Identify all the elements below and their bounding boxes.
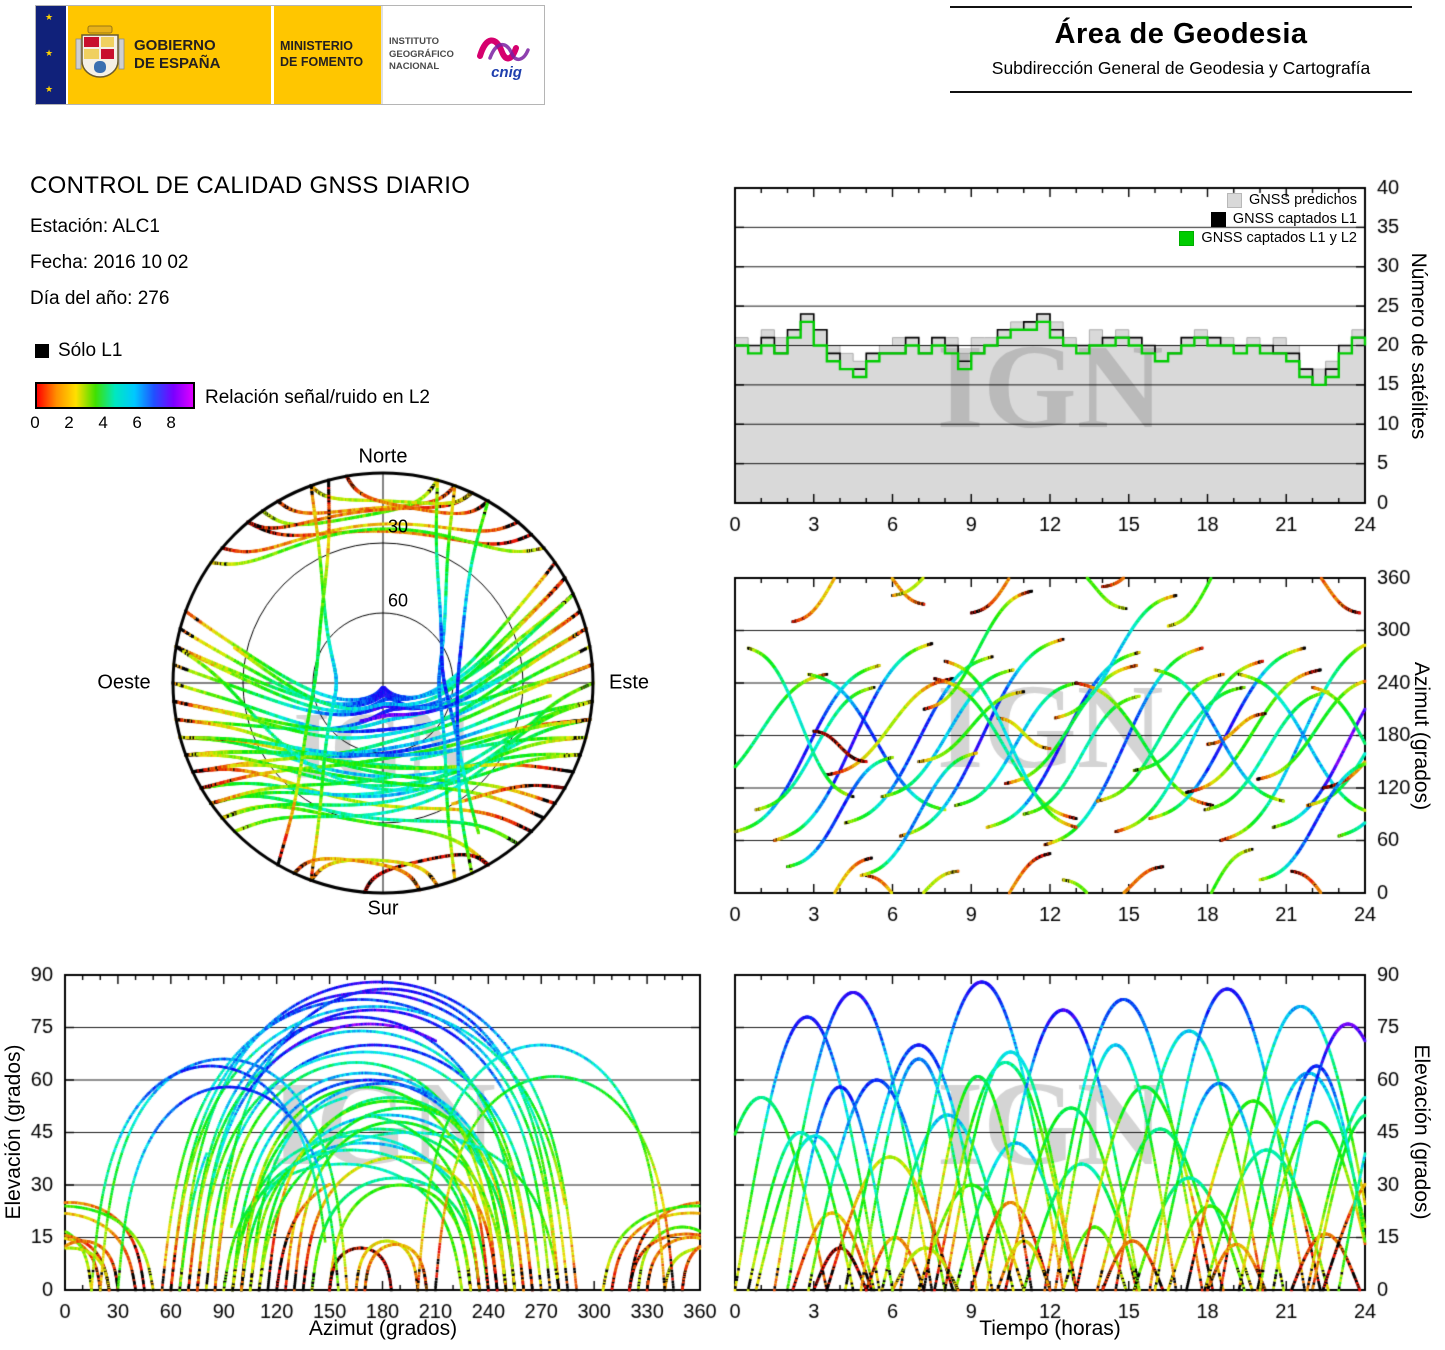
snr-scale-tick: 8 bbox=[166, 413, 176, 432]
azimuth-time-chart bbox=[700, 560, 1415, 932]
captados-l1-swatch bbox=[1210, 211, 1226, 227]
solo-l1-legend: Sólo L1 bbox=[35, 340, 122, 362]
eu-flag-strip-icon: ★ ★ ★ bbox=[36, 6, 66, 104]
snr-colorbar-label: Relación señal/ruido en L2 bbox=[205, 387, 430, 408]
snr-scale-tick: 2 bbox=[64, 413, 74, 432]
date-label: Fecha: 2016 10 02 bbox=[30, 252, 189, 273]
captados-l1l2-swatch bbox=[1179, 230, 1195, 246]
skyplot-ring-30-label: 30 bbox=[387, 516, 409, 537]
instituto-label: INSTITUTO GEOGRÁFICO NACIONAL bbox=[389, 36, 454, 73]
ministerio-label: MINISTERIO DE FOMENTO bbox=[280, 39, 364, 69]
ministerio-box: MINISTERIO DE FOMENTO bbox=[271, 6, 381, 104]
xlabel-azimuth: Azimut (grados) bbox=[308, 1317, 458, 1340]
skyplot-north-label: Norte bbox=[358, 445, 408, 468]
xlabel-time: Tiempo (horas) bbox=[979, 1317, 1121, 1340]
snr-scale-ticks: 0 2 4 6 8 bbox=[30, 413, 205, 435]
snr-colorbar bbox=[35, 382, 195, 409]
elevation-azimuth-chart bbox=[28, 955, 735, 1345]
cnig-label: cnig bbox=[491, 63, 522, 81]
predichos-swatch bbox=[1227, 192, 1242, 208]
gobierno-espana-logo: ★ ★ ★ GOBIERNO DE ESPAÑA MINISTERIO DE F… bbox=[35, 5, 545, 105]
ign-box: INSTITUTO GEOGRÁFICO NACIONAL bbox=[381, 6, 469, 104]
skyplot-east-label: Este bbox=[608, 671, 650, 694]
gobierno-label: GOBIERNO DE ESPAÑA bbox=[134, 37, 221, 72]
eu-star-icon: ★ bbox=[45, 48, 54, 58]
skyplot-canvas bbox=[133, 433, 633, 933]
cnig-logo: cnig bbox=[469, 6, 544, 104]
eu-star-icon: ★ bbox=[45, 12, 54, 22]
gobierno-box: GOBIERNO DE ESPAÑA bbox=[66, 6, 271, 104]
satellite-count-chart bbox=[700, 175, 1415, 553]
ylabel-satellite-count: Número de satélites bbox=[1407, 252, 1430, 440]
cnig-brush-icon bbox=[476, 37, 530, 61]
snr-scale-tick: 0 bbox=[30, 413, 40, 432]
page-title: CONTROL DE CALIDAD GNSS DIARIO bbox=[30, 172, 471, 199]
area-title: Área de Geodesia bbox=[1054, 18, 1308, 50]
ylabel-azimuth: Azimut (grados) bbox=[1410, 661, 1433, 811]
legend-item-predichos: GNSS predichos bbox=[1227, 192, 1357, 208]
area-subtitle: Subdirección General de Geodesia y Carto… bbox=[991, 58, 1371, 78]
legend-item-captados-l1: GNSS captados L1 bbox=[1210, 211, 1357, 227]
skyplot-south-label: Sur bbox=[367, 897, 399, 920]
spain-coat-of-arms-icon bbox=[75, 25, 125, 78]
ylabel-elevation-right: Elevación (grados) bbox=[1410, 1044, 1433, 1220]
station-label: Estación: ALC1 bbox=[30, 216, 160, 237]
eu-star-icon: ★ bbox=[45, 84, 54, 94]
legend-item-captados-l1l2: GNSS captados L1 y L2 bbox=[1179, 230, 1357, 246]
skyplot-west-label: Oeste bbox=[97, 671, 151, 694]
solo-l1-swatch bbox=[35, 344, 49, 358]
snr-scale-tick: 4 bbox=[98, 413, 108, 432]
skyplot-ring-60-label: 60 bbox=[387, 590, 409, 611]
solo-l1-label: Sólo L1 bbox=[58, 340, 123, 361]
area-geodesia-header: Área de Geodesia Subdirección General de… bbox=[950, 6, 1412, 93]
ylabel-elevation-left: Elevación (grados) bbox=[2, 1044, 25, 1220]
satcount-legend: GNSS predichos GNSS captados L1 GNSS cap… bbox=[1095, 192, 1357, 249]
doy-label: Día del año: 276 bbox=[30, 288, 170, 309]
elevation-time-chart bbox=[700, 955, 1415, 1345]
snr-scale-tick: 6 bbox=[132, 413, 142, 432]
